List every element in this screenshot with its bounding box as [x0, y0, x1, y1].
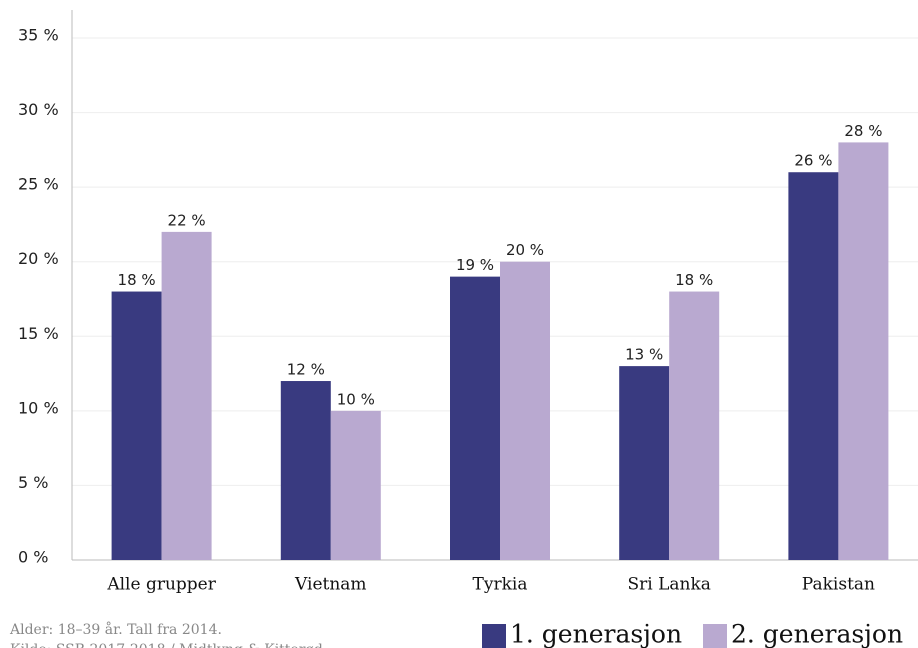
- bar: [330, 410, 381, 560]
- y-tick-label: 30 %: [18, 100, 59, 119]
- y-tick-label: 25 %: [18, 175, 59, 194]
- y-tick-label: 10 %: [18, 398, 59, 417]
- bar: [838, 142, 889, 560]
- value-label: 12 %: [287, 361, 325, 379]
- x-tick-label: Alle grupper: [106, 575, 216, 595]
- y-tick-label: 0 %: [18, 548, 48, 567]
- legend-label: 1. generasjon: [510, 620, 682, 648]
- bar: [280, 381, 331, 560]
- y-tick-label: 15 %: [18, 324, 59, 343]
- value-label: 20 %: [506, 241, 544, 259]
- legend-swatch: [703, 624, 727, 648]
- bar: [450, 276, 500, 560]
- y-tick-label: 5 %: [18, 473, 48, 492]
- note: Kilde: SSB 2017-2018 / Midtlyng & Kitter…: [10, 642, 323, 648]
- bar: [788, 172, 839, 560]
- bar: [500, 261, 550, 560]
- bar: [111, 291, 162, 560]
- x-tick-label: Vietnam: [294, 575, 367, 595]
- bar: [161, 231, 212, 560]
- y-tick-label: 20 %: [18, 249, 59, 268]
- y-tick-label: 35 %: [18, 26, 59, 45]
- x-tick-label: Pakistan: [802, 575, 875, 595]
- value-label: 26 %: [794, 152, 832, 170]
- bar: [669, 291, 720, 560]
- value-label: 10 %: [337, 390, 375, 408]
- legend-swatch: [482, 624, 506, 648]
- legend-label: 2. generasjon: [731, 620, 903, 648]
- bar: [619, 366, 670, 560]
- value-label: 19 %: [456, 256, 494, 274]
- value-label: 18 %: [118, 271, 156, 289]
- note: Alder: 18–39 år. Tall fra 2014.: [9, 621, 222, 638]
- value-label: 13 %: [625, 346, 663, 364]
- value-label: 18 %: [675, 271, 713, 289]
- value-label: 28 %: [844, 122, 882, 140]
- x-tick-label: Sri Lanka: [627, 575, 710, 595]
- value-label: 22 %: [168, 211, 206, 229]
- x-tick-label: Tyrkia: [473, 575, 528, 595]
